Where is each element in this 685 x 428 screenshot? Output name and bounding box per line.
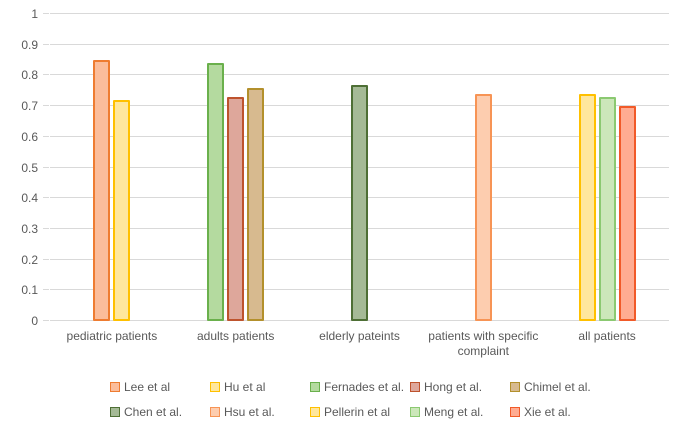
y-tick-label: 0.6	[21, 129, 38, 144]
bar-meng-et-al-all-patients	[598, 97, 616, 321]
y-tick-label: 0.1	[21, 283, 38, 298]
legend-item-pellerin-et-al: Pellerin et al	[310, 405, 410, 419]
gridline	[50, 43, 669, 45]
legend-label: Xie et al.	[524, 405, 571, 419]
bar-hu-et-al-pediatric-patients	[113, 100, 131, 321]
bar-xie-et-al-all-patients	[618, 106, 636, 321]
legend-label: Fernades et al.	[324, 380, 405, 394]
bar-fernades-et-al-adults-patients	[207, 63, 225, 321]
legend: Lee et al Hu et al Fernades et al. Hong et …	[110, 380, 610, 419]
y-axis-tick-mark	[43, 289, 49, 291]
legend-item-hu-et-al: Hu et al	[210, 380, 310, 394]
legend-swatch-xie-et-al	[510, 407, 520, 417]
legend-swatch-lee-et-al	[110, 382, 120, 392]
y-axis-tick-mark	[43, 166, 49, 168]
legend-swatch-hu-et-al	[210, 382, 220, 392]
bar-lee-et-al-pediatric-patients	[93, 60, 111, 321]
y-tick-label: 0.8	[21, 68, 38, 83]
legend-swatch-hong-et-al	[410, 382, 420, 392]
legend-label: Hsu et al.	[224, 405, 275, 419]
legend-swatch-chimel-et-al	[510, 382, 520, 392]
legend-swatch-fernades-et-al	[310, 382, 320, 392]
plot-area	[50, 13, 669, 321]
bar-hong-et-al-adults-patients	[227, 97, 245, 321]
y-tick-label: 0.2	[21, 252, 38, 267]
x-category-label-elderly-pateints: elderly pateints	[319, 329, 400, 343]
y-tick-label: 1	[31, 7, 38, 21]
legend-label: Hong et al.	[424, 380, 483, 394]
legend-item-lee-et-al: Lee et al	[110, 380, 210, 394]
legend-item-meng-et-al: Meng et al.	[410, 405, 510, 419]
x-category-label-adults-patients: adults patients	[196, 329, 275, 343]
gridline	[50, 74, 669, 76]
legend-label: Lee et al	[124, 380, 171, 394]
legend-item-xie-et-al: Xie et al.	[510, 405, 610, 419]
y-tick-label: 0.4	[21, 191, 38, 206]
legend-swatch-hsu-et-al	[210, 407, 220, 417]
bar-chen-et-al-elderly-pateints	[351, 85, 368, 321]
y-axis-tick-mark	[43, 197, 49, 199]
legend-label: Chimel et al.	[524, 380, 591, 394]
legend-label: Meng et al.	[424, 405, 484, 419]
x-category-label-patients-with-specific-complaint: patients with specific complaint	[428, 329, 539, 358]
x-axis: pediatric patients adults patients elderly…	[0, 329, 685, 363]
legend-item-chimel-et-al: Chimel et al.	[510, 380, 610, 394]
y-tick-label: 0	[31, 314, 38, 328]
legend-label: Pellerin et al	[324, 405, 391, 419]
bar-chimel-et-al-adults-patients	[247, 88, 265, 321]
legend-item-hong-et-al: Hong et al.	[410, 380, 510, 394]
legend-item-chen-et-al: Chen et al.	[110, 405, 210, 419]
bar-pellerin-et-al-all-patients	[578, 94, 596, 321]
y-axis-tick-mark	[43, 105, 49, 107]
legend-label: Chen et al.	[124, 405, 183, 419]
y-axis-tick-mark	[43, 13, 49, 14]
legend-swatch-meng-et-al	[410, 407, 420, 417]
legend-swatch-chen-et-al	[110, 407, 120, 417]
legend-label: Hu et al	[224, 380, 266, 394]
gridline	[50, 13, 669, 14]
y-axis-tick-mark	[43, 227, 49, 229]
y-axis-tick-mark	[43, 135, 49, 137]
y-tick-label: 0.7	[21, 99, 38, 114]
y-axis-tick-mark	[43, 258, 49, 260]
y-tick-label: 0.9	[21, 37, 38, 52]
legend-swatch-pellerin-et-al	[310, 407, 320, 417]
y-axis-tick-mark	[43, 43, 49, 45]
x-category-label-all-patients: all patients	[578, 329, 636, 343]
x-category-label-pediatric-patients: pediatric patients	[66, 329, 158, 343]
y-axis-tick-mark	[43, 320, 49, 321]
bar-hsu-et-al-patients-with-specific-complaint	[474, 94, 492, 321]
y-axis-tick-mark	[43, 74, 49, 76]
y-tick-label: 0.5	[21, 160, 38, 175]
legend-item-fernades-et-al: Fernades et al.	[310, 380, 410, 394]
y-axis: 0 0.1 0.2 0.3 0.4 0.5 0.6 0.7 0.8 0.9 1	[0, 8, 49, 327]
y-tick-label: 0.3	[21, 221, 38, 236]
legend-item-hsu-et-al: Hsu et al.	[210, 405, 310, 419]
